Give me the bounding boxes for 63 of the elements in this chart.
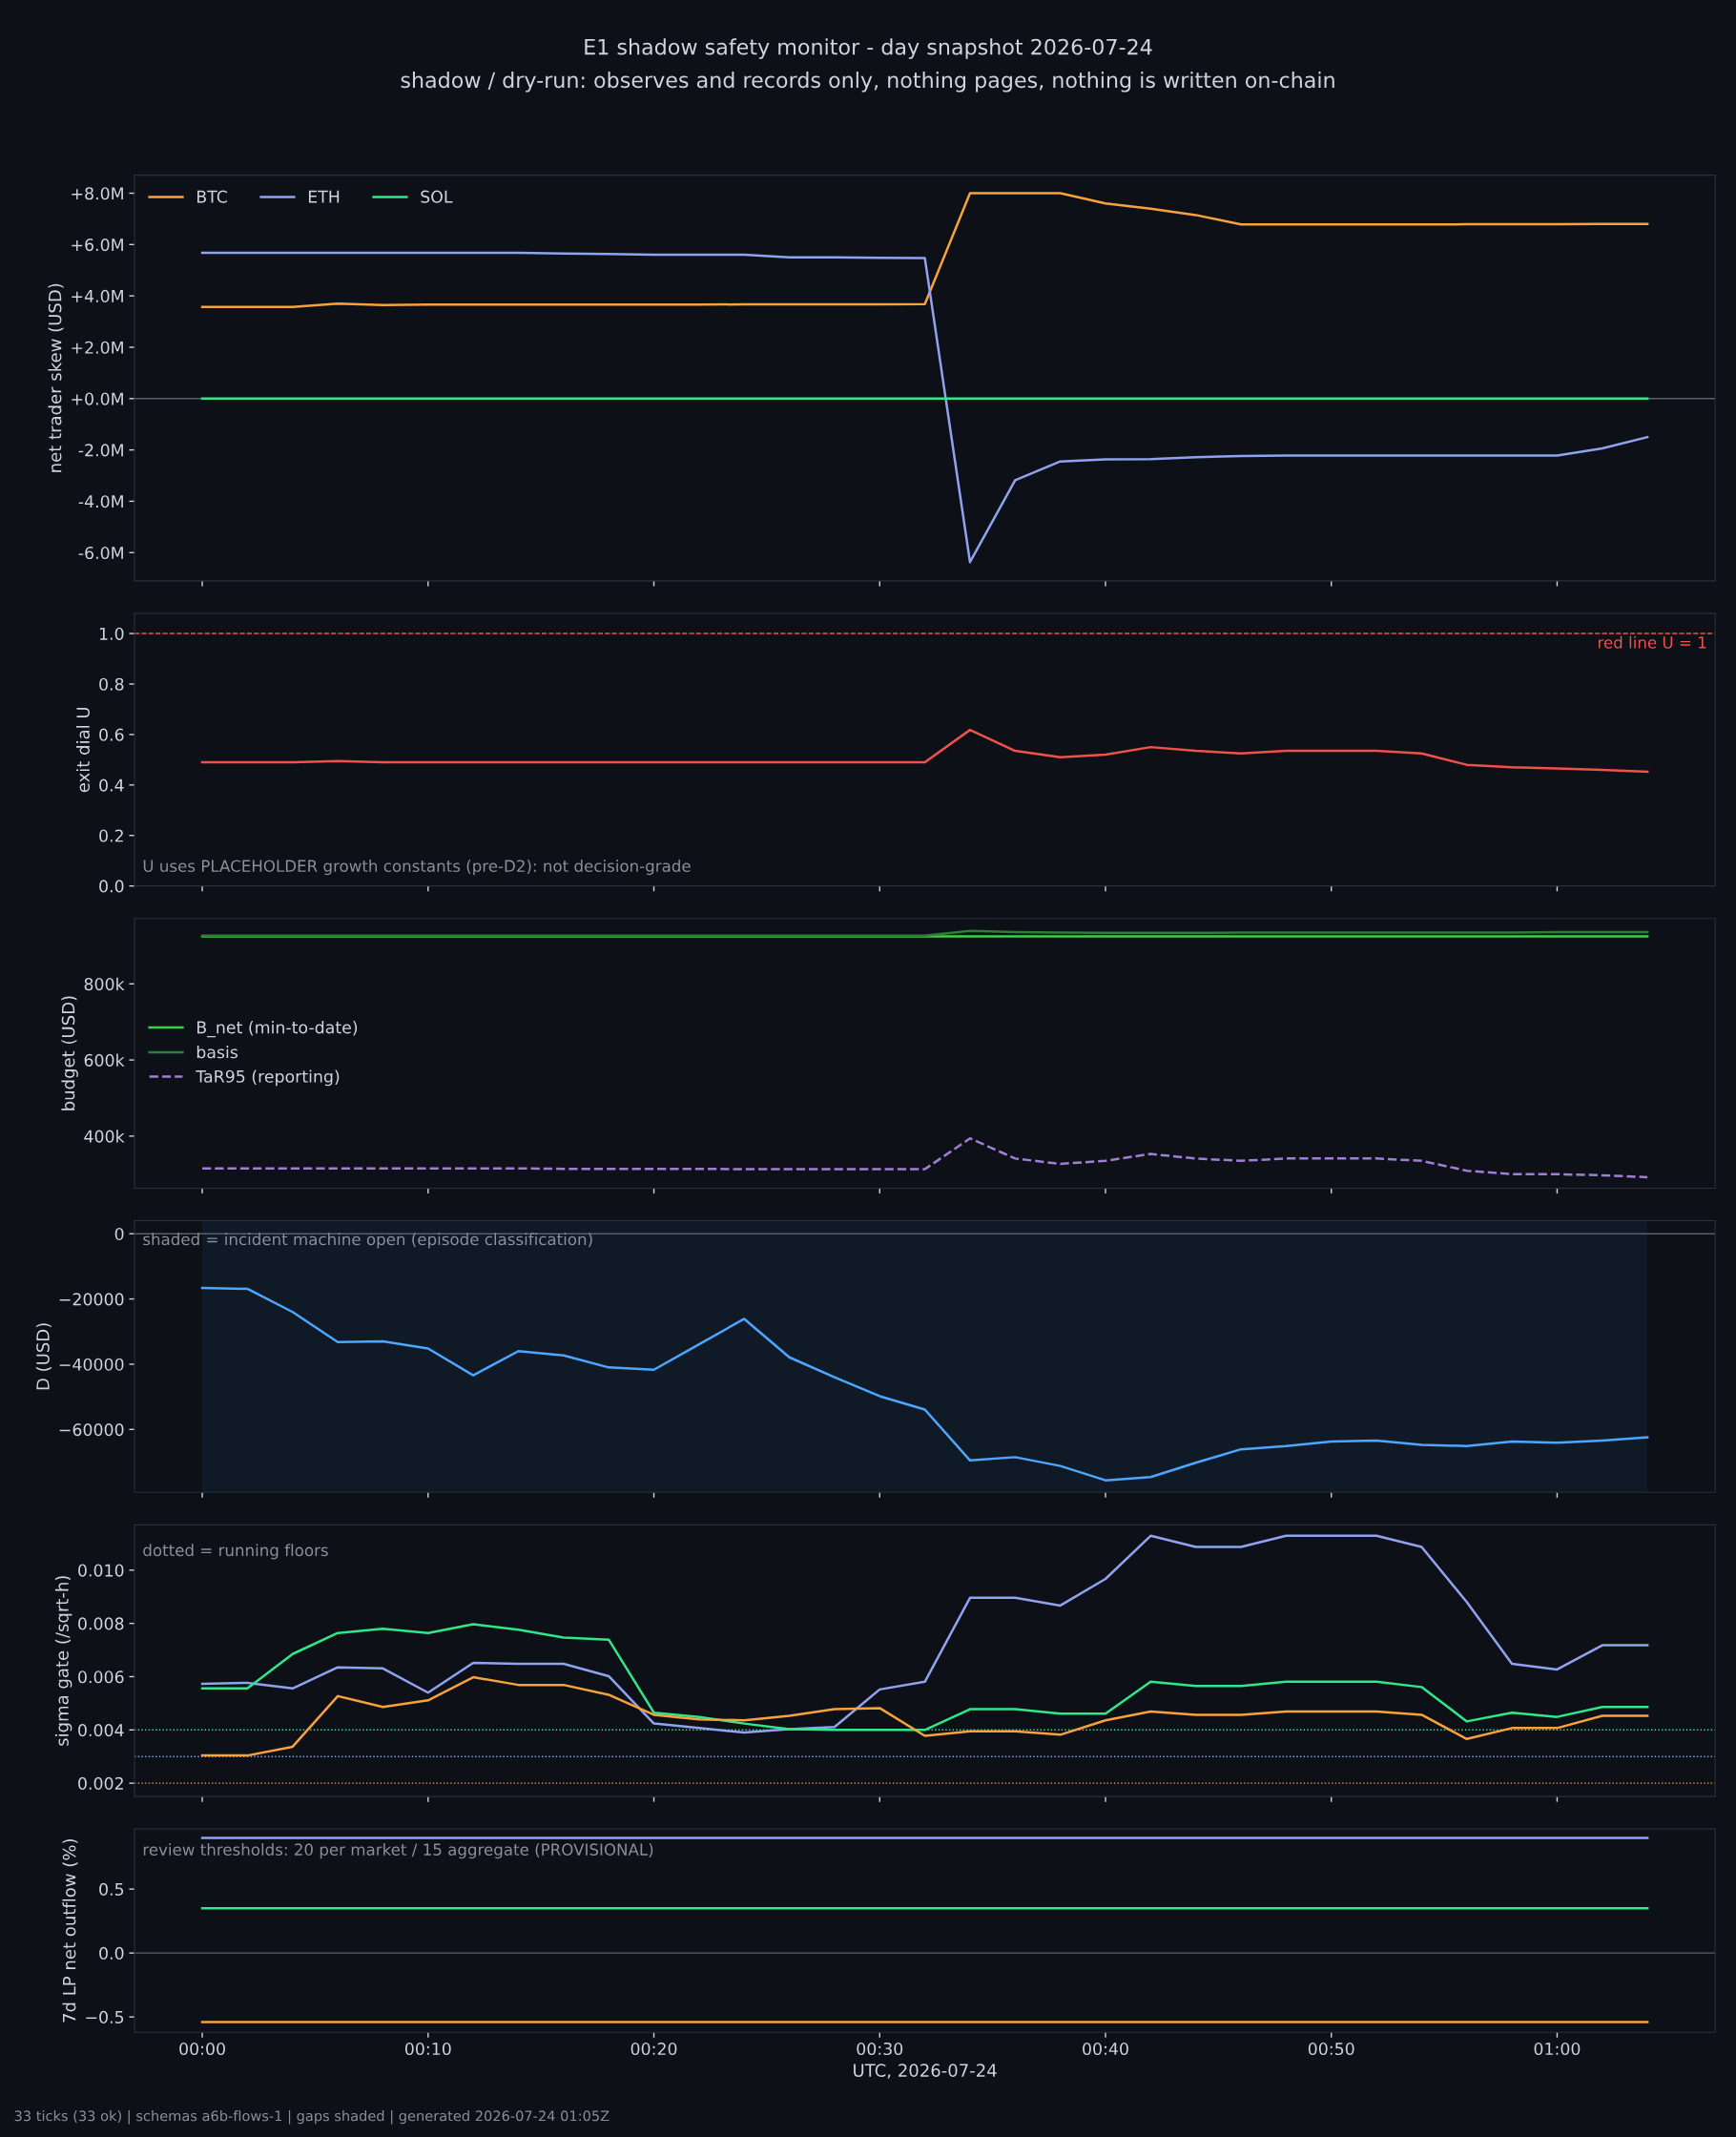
y-tick-label: 400k bbox=[84, 1130, 125, 1143]
y-tick-label: 0.5 bbox=[99, 1882, 124, 1896]
y-tick-label: 0.6 bbox=[99, 728, 124, 741]
x-tick-label: 00:10 bbox=[404, 2042, 451, 2056]
y-tick-label: 1.0 bbox=[99, 627, 124, 640]
y-tick-label: 0.006 bbox=[78, 1670, 124, 1684]
legend-label: basis bbox=[196, 1045, 238, 1059]
band-label: shaded = incident machine open (episode classification) bbox=[143, 1233, 592, 1249]
line-series bbox=[200, 1534, 1649, 1734]
y-axis-title: 7d LP net outflow (%) bbox=[62, 1839, 78, 2023]
y-tick-label: 0.002 bbox=[78, 1776, 123, 1790]
y-tick-label: 800k bbox=[84, 977, 125, 991]
y-axis-title: sigma gate (/sqrt-h) bbox=[54, 1576, 72, 1746]
y-tick-label: -4.0M bbox=[78, 495, 123, 508]
line-series bbox=[200, 1286, 1649, 1482]
chart-subtitle: shadow / dry-run: observes and records only, nothing pages, nothing is written on-chain bbox=[401, 72, 1334, 93]
y-tick-label: −20000 bbox=[59, 1293, 124, 1306]
ref-line-label: red line U = 1 bbox=[1598, 635, 1706, 649]
y-tick-label: +4.0M bbox=[72, 289, 123, 302]
annotation: U uses PLACEHOLDER growth constants (pre-D2): not decision-grade bbox=[143, 860, 691, 876]
x-tick-label: 01:00 bbox=[1534, 2042, 1581, 2056]
y-tick-label: +2.0M bbox=[72, 341, 123, 354]
y-tick-label: 0.0 bbox=[99, 880, 124, 893]
y-tick-label: 0 bbox=[114, 1227, 124, 1241]
x-tick-label: 00:20 bbox=[630, 2042, 677, 2056]
y-tick-label: 0.8 bbox=[99, 677, 124, 691]
y-axis-title: budget (USD) bbox=[61, 996, 78, 1110]
y-axis-title: exit dial U bbox=[75, 707, 90, 793]
y-tick-label: −60000 bbox=[59, 1423, 124, 1437]
x-tick-label: 00:40 bbox=[1083, 2042, 1128, 2056]
legend-label: B_net (min-to-date) bbox=[196, 1020, 358, 1038]
y-axis-title: net trader skew (USD) bbox=[48, 283, 64, 472]
y-tick-label: +0.0M bbox=[72, 392, 123, 405]
y-tick-label: 0.010 bbox=[78, 1564, 124, 1577]
line-series bbox=[200, 728, 1649, 774]
y-tick-label: +6.0M bbox=[72, 239, 123, 252]
legend-label: TaR95 (reporting) bbox=[196, 1069, 340, 1087]
y-tick-label: -6.0M bbox=[78, 546, 123, 560]
line-series bbox=[200, 251, 1649, 564]
y-axis-title: D (USD) bbox=[35, 1323, 52, 1390]
y-tick-label: 600k bbox=[84, 1053, 125, 1067]
annotation: dotted = running floors bbox=[143, 1544, 328, 1560]
legend-label: ETH bbox=[308, 190, 340, 203]
y-tick-label: +8.0M bbox=[72, 187, 123, 200]
y-tick-label: −0.5 bbox=[86, 2010, 124, 2023]
y-tick-label: 0.4 bbox=[99, 778, 124, 792]
text: 33 ticks (33 ok) | schemas a6b-flows-1 | gaps shaded | generated 2026-07-24 01:05Z bbox=[14, 2109, 610, 2125]
y-tick-label: 0.2 bbox=[99, 829, 123, 842]
y-tick-label: −40000 bbox=[59, 1358, 124, 1371]
chart-title: E1 shadow safety monitor - day snapshot 2026-07-24 bbox=[585, 38, 1152, 59]
y-tick-label: -2.0M bbox=[78, 444, 123, 457]
x-tick-label: 00:30 bbox=[857, 2042, 903, 2056]
x-tick-label: 00:00 bbox=[179, 2042, 225, 2056]
annotation: review thresholds: 20 per market / 15 aggregate (PROVISIONAL) bbox=[143, 1843, 653, 1859]
x-tick-label: 00:50 bbox=[1308, 2042, 1354, 2056]
line-series bbox=[200, 1675, 1649, 1757]
y-tick-label: 0.008 bbox=[78, 1617, 124, 1630]
y-tick-label: 0.004 bbox=[78, 1724, 124, 1737]
y-tick-label: 0.0 bbox=[99, 1946, 124, 1960]
legend-label: SOL bbox=[421, 190, 453, 203]
x-axis-title: UTC, 2026-07-24 bbox=[854, 2064, 997, 2079]
line-series bbox=[200, 1136, 1649, 1179]
legend-label: BTC bbox=[196, 190, 227, 203]
